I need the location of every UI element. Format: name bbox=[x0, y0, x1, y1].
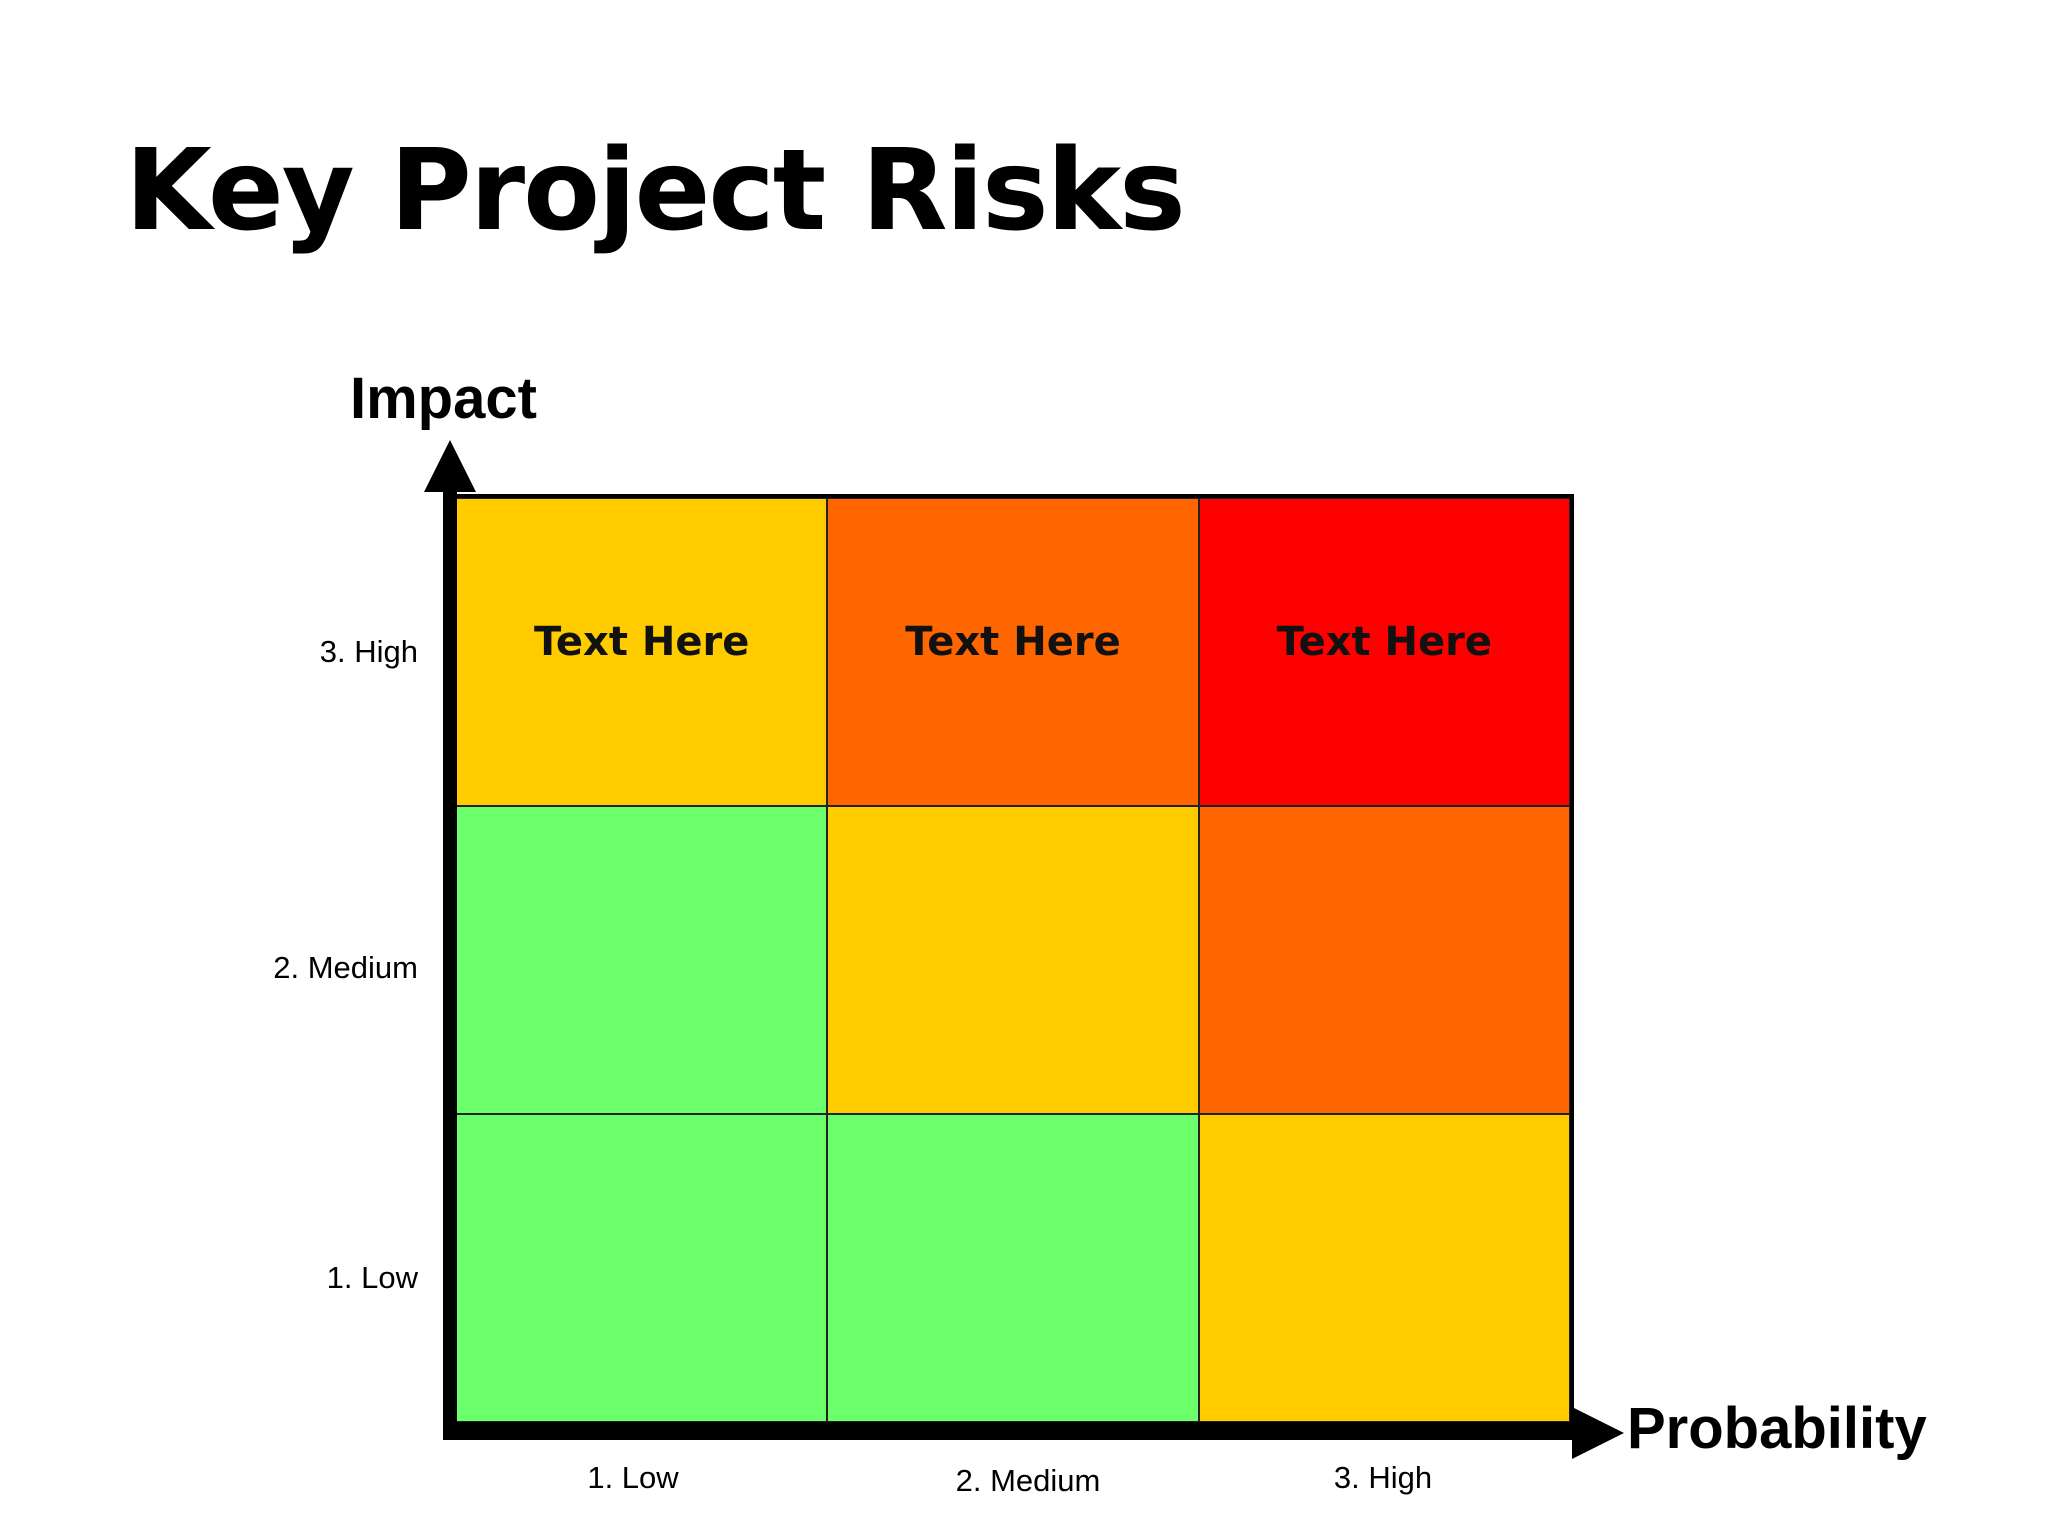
risk-cell-low-impact-high-probability bbox=[1198, 1114, 1570, 1422]
probability-tick-medium: 2. Medium bbox=[955, 1463, 1101, 1498]
risk-cell-medium-impact-medium-probability bbox=[827, 806, 1199, 1114]
impact-axis-arrow-icon bbox=[424, 440, 476, 492]
risk-cell-low-impact-low-probability bbox=[456, 1114, 828, 1422]
risk-cell-high-impact-low-probability: Text Here bbox=[456, 498, 828, 806]
impact-tick-low: 1. Low bbox=[326, 1260, 418, 1295]
risk-cell-medium-impact-high-probability bbox=[1198, 806, 1570, 1114]
risk-cell-medium-impact-low-probability bbox=[456, 806, 828, 1114]
probability-axis-title: Probability bbox=[1627, 1396, 1927, 1461]
impact-tick-medium: 2. Medium bbox=[273, 950, 418, 985]
impact-axis-title: Impact bbox=[350, 366, 537, 431]
slide-title: Key Project Risks bbox=[125, 126, 1186, 256]
risk-matrix: Text Here Text Here Text Here bbox=[452, 494, 1574, 1426]
risk-cell-high-impact-high-probability: Text Here bbox=[1198, 498, 1570, 806]
probability-axis-arrow-icon bbox=[1572, 1407, 1624, 1459]
risk-cell-low-impact-medium-probability bbox=[827, 1114, 1199, 1422]
probability-tick-low: 1. Low bbox=[587, 1460, 679, 1495]
risk-cell-high-impact-medium-probability: Text Here bbox=[827, 498, 1199, 806]
probability-tick-high: 3. High bbox=[1333, 1460, 1433, 1495]
impact-tick-high: 3. High bbox=[319, 634, 418, 669]
